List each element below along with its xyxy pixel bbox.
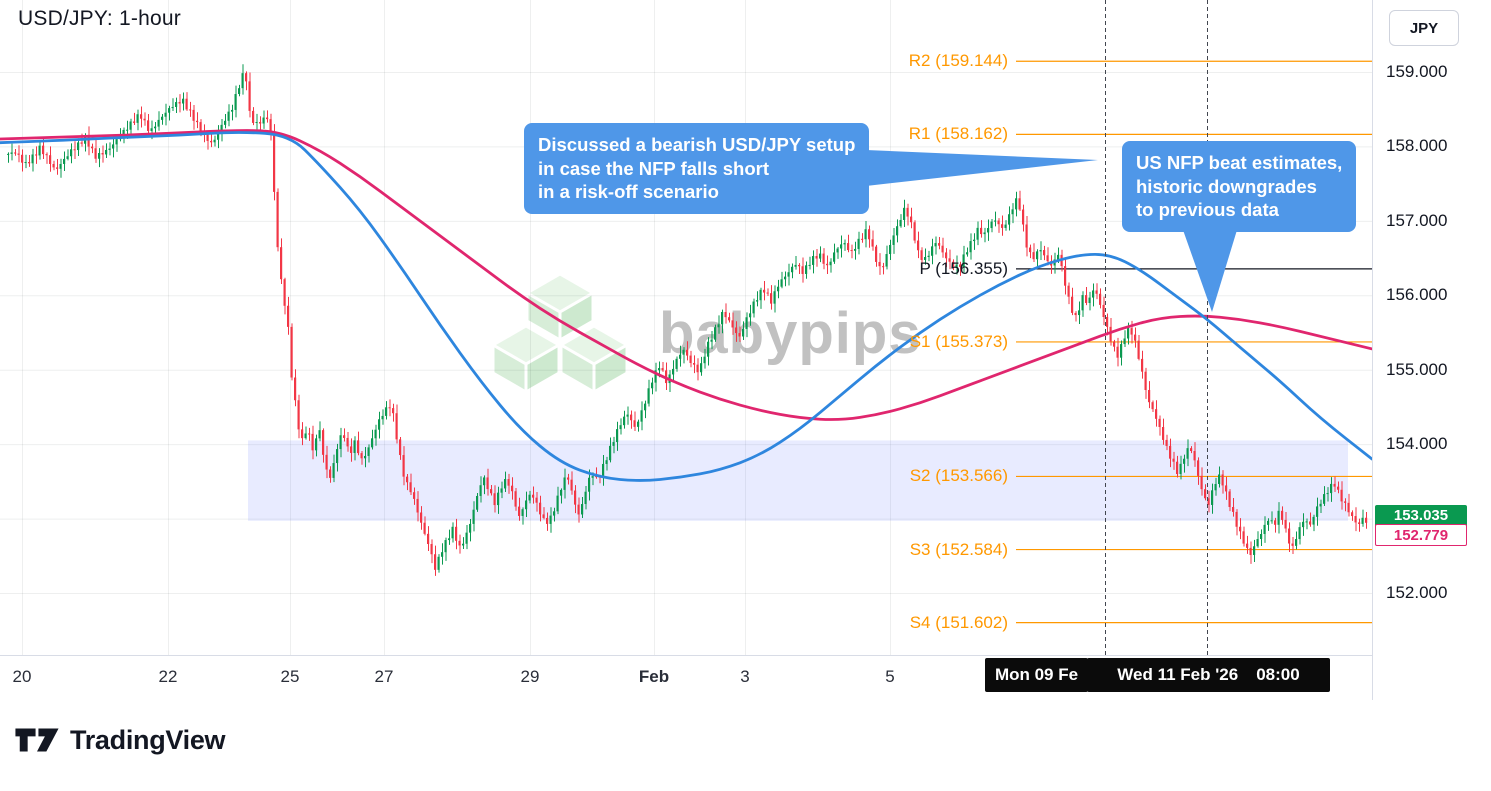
symbol-title: USD/JPY: 1-hour xyxy=(18,7,181,30)
time-tick: Feb xyxy=(638,667,670,686)
babypips-watermark: babypips xyxy=(478,268,922,398)
footer: TradingView xyxy=(14,724,226,756)
time-tick: 5 xyxy=(885,667,895,686)
highlight-zone xyxy=(248,440,1348,521)
callout-pointer xyxy=(1183,230,1237,312)
price-tick: 157.000 xyxy=(1386,210,1448,230)
babypips-cubes-icon xyxy=(491,272,629,394)
ma-pink-line xyxy=(0,129,1372,421)
callout-2[interactable]: US NFP beat estimates, historic downgrade… xyxy=(1122,141,1357,232)
currency-button[interactable]: JPY xyxy=(1389,10,1459,46)
gridlines xyxy=(0,0,1372,655)
pivot-lines xyxy=(1016,60,1372,624)
price-tick: 159.000 xyxy=(1386,62,1448,81)
callout-line: in a risk-off scenario xyxy=(538,181,719,202)
price-tick: 152.000 xyxy=(1386,583,1448,602)
chart-plot-area[interactable]: babypips R2 (159.144) R1 (158.162) P (156.… xyxy=(0,0,1372,655)
callout-line: historic downgrades xyxy=(1136,175,1317,197)
time-axis[interactable]: 20 22 25 27 29 Feb 3 5 Mon 09 Fe Wed 11 Feb '26 08… xyxy=(0,655,1372,701)
watermark-text: babypips xyxy=(659,300,922,366)
price-tick: 158.000 xyxy=(1386,136,1448,156)
price-tick: 156.000 xyxy=(1386,285,1448,305)
time-tick: 22 xyxy=(158,667,178,686)
time-tick: 27 xyxy=(374,667,394,686)
time-tick: 29 xyxy=(520,667,540,686)
time-tick: 25 xyxy=(280,667,300,686)
crosshair-date-tag-1: Mon 09 Fe xyxy=(985,658,1088,692)
last-price-tag: 153.035 xyxy=(1375,504,1467,527)
callout-line: to previous data xyxy=(1136,199,1279,220)
callout-line: Discussed a bearish USD/JPY setup xyxy=(538,134,856,155)
callout-line: US NFP beat estimates, xyxy=(1136,152,1343,173)
tradingview-brand-text: TradingView xyxy=(70,724,226,755)
price-axis[interactable]: JPY 159.000 158.000 157.000 156.000 155.000 1… xyxy=(1372,0,1491,700)
candlestick-chart-canvas[interactable] xyxy=(0,0,1372,655)
candlesticks xyxy=(7,64,1368,576)
crosshair-date-tag-2: Wed 11 Feb '26 08:00 xyxy=(1087,658,1330,692)
tradingview-logo-icon xyxy=(15,728,59,752)
callout-1[interactable]: Discussed a bearish USD/JPY setup in case… xyxy=(524,123,870,214)
time-tick: 3 xyxy=(740,667,750,686)
price-tick: 155.000 xyxy=(1386,359,1448,379)
callout-line: in case the NFP falls short xyxy=(538,157,769,179)
last-price-tag: 152.779 xyxy=(1375,524,1467,547)
time-tick: 20 xyxy=(12,667,32,686)
price-tick: 154.000 xyxy=(1386,434,1448,454)
callouts-layer: Discussed a bearish USD/JPY setup in case… xyxy=(524,123,1357,232)
callout-pointer xyxy=(866,150,1098,186)
ma-blue-line xyxy=(0,131,1372,482)
tradingview-brand-link[interactable]: TradingView xyxy=(14,724,226,756)
